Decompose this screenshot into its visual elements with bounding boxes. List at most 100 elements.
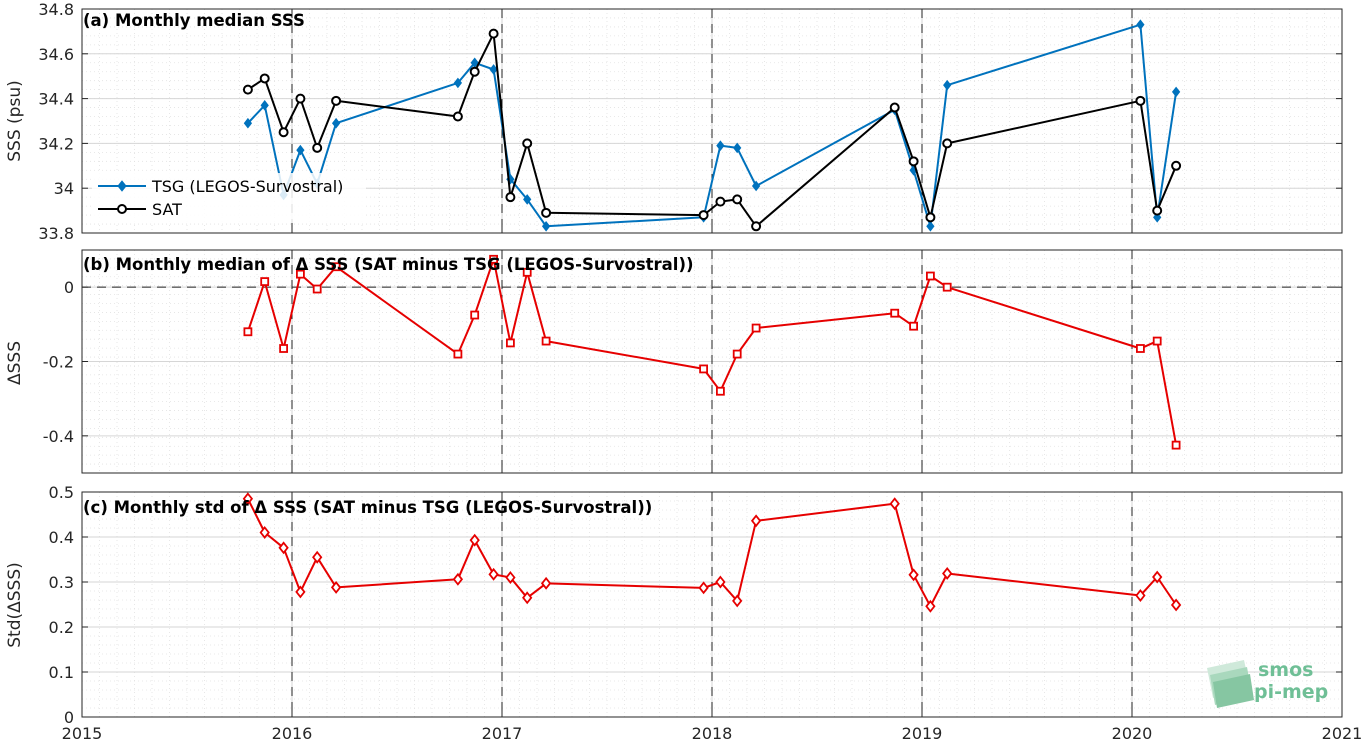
data-point [540,576,552,590]
data-point [1171,86,1181,98]
data-point [698,210,709,221]
data-point [522,138,533,149]
data-point [1152,570,1163,584]
panel-c-ylabel: Std(ΔSSS) [5,562,25,648]
smos-pimep-logo: smos pi-mep [1207,659,1328,708]
data-point [1136,19,1145,30]
legend: TSG (LEGOS-Survostral) SAT [92,173,366,223]
data-point [295,269,305,279]
panel-a-ylabel: SSS (psu) [5,80,25,161]
data-point [715,196,726,207]
data-point [242,84,253,95]
data-point [699,364,708,374]
data-point [1136,344,1145,353]
data-point [295,585,306,599]
data-point [909,321,918,331]
data-point [1171,440,1181,450]
data-point [278,541,289,555]
y-tick-label: 34.6 [38,45,74,64]
data-point [452,111,463,122]
data-point [522,267,532,277]
x-tick-label: 2021 [1322,724,1363,743]
data-point [259,73,270,84]
x-tick-label: 2020 [1112,724,1153,743]
data-point [453,77,463,89]
y-tick-label: 34 [54,179,74,198]
axes-box [81,249,1343,474]
y-tick-label: 0.3 [49,573,74,592]
logo-pimep-text: pi-mep [1254,681,1328,703]
data-point [452,572,464,586]
legend-sat-label: SAT [152,200,182,219]
panel-b-title: (b) Monthly median of Δ SSS (SAT minus T… [83,255,694,274]
data-point [259,526,270,539]
series-panel-1-line [243,254,1181,450]
data-point [732,349,742,359]
data-point [925,599,936,613]
y-tick-label: 0 [64,278,74,297]
y-tick-label: -0.2 [43,353,74,372]
data-point [750,514,762,528]
data-point [260,100,269,111]
x-tick-label: 2017 [482,724,523,743]
y-tick-label: 0.1 [49,663,74,682]
data-point [1170,598,1182,612]
y-tick-label: 34.8 [38,0,74,19]
data-point [889,102,900,113]
data-point [243,327,253,337]
data-point [523,194,532,205]
data-point [488,567,499,581]
data-point [889,497,900,511]
x-tick-label: 2015 [62,724,103,743]
data-point [698,581,709,595]
data-point [331,262,341,272]
data-point [751,221,762,232]
data-point [505,571,516,584]
data-point [943,79,952,91]
data-point [751,323,761,333]
logo-smos-text: smos [1258,659,1313,681]
data-point [715,575,726,589]
y-tick-label: 0 [64,708,74,727]
data-point [330,580,342,594]
data-point [242,492,254,506]
data-point [541,207,552,218]
panel-b-ylabel: ΔSSS [5,341,25,385]
axes-box [81,491,1343,718]
series-sat [242,28,1182,232]
y-tick-label: 34.2 [38,134,74,153]
data-point [488,28,499,39]
y-tick-label: 0.2 [49,618,74,637]
data-point [312,142,323,153]
data-point [312,550,323,564]
data-point [926,220,935,232]
data-point [489,64,498,75]
data-point [942,138,953,149]
data-point [1152,205,1163,216]
y-tick-label: -0.4 [43,427,74,446]
logo-emblem [1207,660,1254,708]
data-point [942,567,953,580]
panel-b-delta-sss: -0.4 -0.2 0 [43,249,1343,474]
data-point [925,212,936,223]
data-point [732,194,743,205]
data-point [908,568,919,582]
data-point [312,284,322,294]
data-point [505,338,515,348]
data-point [505,192,516,203]
data-point [489,254,499,264]
legend-sat-marker [117,204,127,214]
x-tick-label: 2016 [272,724,313,743]
data-point [469,66,480,77]
data-point [541,336,551,346]
data-point [331,117,341,129]
data-point [470,310,480,320]
y-tick-label: 0.4 [49,528,74,547]
y-tick-label: 0.5 [49,483,74,502]
data-point [331,95,342,106]
panel-a-title: (a) Monthly median SSS [83,11,305,30]
legend-tsg-label: TSG (LEGOS-Survostral) [151,177,343,196]
data-point [469,533,480,547]
data-point [908,156,919,167]
